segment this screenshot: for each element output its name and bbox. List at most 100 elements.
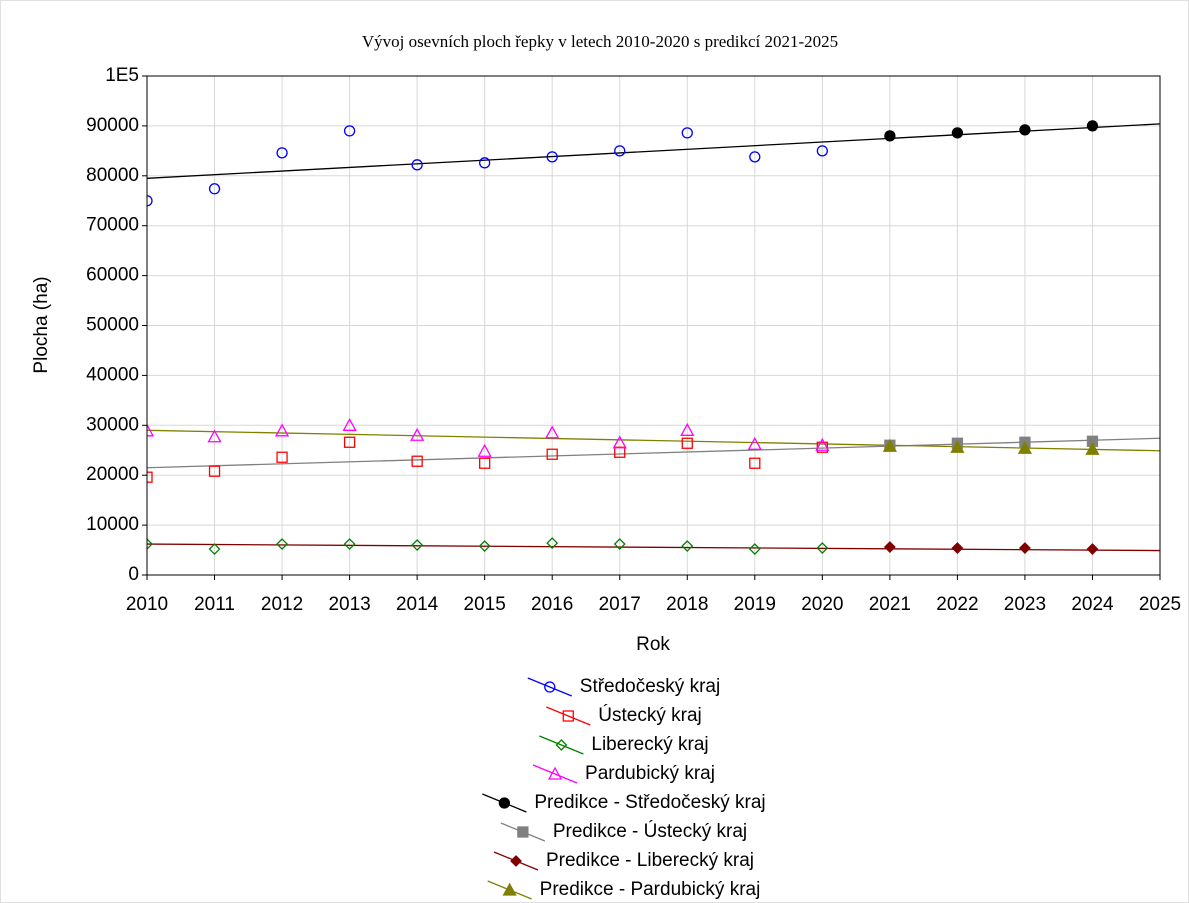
trend-line [147, 437, 1160, 469]
marker [680, 422, 695, 436]
x-tick-label: 2024 [1071, 594, 1114, 615]
x-tick-label: 2013 [328, 594, 370, 615]
legend-marker [517, 826, 529, 838]
legend-label: Pardubický kraj [585, 763, 715, 784]
legend-marker [562, 710, 574, 722]
marker [1019, 542, 1031, 554]
legend-marker [555, 739, 568, 751]
marker [343, 538, 356, 550]
marker [147, 195, 153, 207]
marker [207, 429, 222, 443]
marker [276, 147, 288, 159]
x-tick-label: 2023 [1004, 594, 1046, 615]
marker [479, 157, 491, 169]
plot-area [147, 120, 1160, 555]
marker [816, 145, 828, 157]
x-tick-label: 2012 [261, 594, 303, 615]
marker [546, 448, 558, 460]
marker [747, 436, 762, 450]
y-tick-label: 60000 [86, 265, 139, 286]
marker [342, 417, 357, 431]
marker [1086, 120, 1099, 132]
legend-entry: Predikce - Liberecký kraj [493, 850, 754, 871]
legend-label: Predikce - Středočeský kraj [534, 792, 765, 813]
x-tick-label: 2015 [464, 594, 506, 615]
marker [612, 435, 627, 449]
marker [147, 471, 153, 483]
marker [411, 455, 423, 467]
marker [950, 439, 965, 453]
marker [815, 437, 830, 451]
marker [208, 543, 221, 555]
x-tick-label: 2016 [531, 594, 573, 615]
marker [147, 423, 155, 437]
y-axis-label: Plocha (ha) [31, 276, 52, 373]
marker [951, 127, 964, 139]
marker [343, 436, 356, 448]
y-tick-label: 1E5 [105, 65, 139, 86]
marker [681, 540, 694, 552]
marker [681, 437, 693, 449]
x-tick-label: 2011 [194, 594, 235, 615]
marker [748, 543, 761, 555]
legend-entry: Ústecký kraj [546, 704, 702, 726]
trend-line [147, 429, 1160, 452]
marker [1017, 440, 1033, 454]
x-tick-label: 2019 [734, 594, 776, 615]
x-axis-label: Rok [636, 634, 670, 655]
marker [1085, 441, 1100, 455]
marker [410, 427, 425, 441]
legend-marker [547, 766, 563, 780]
trend-line [147, 543, 1160, 552]
trend-line [147, 123, 1160, 179]
x-tick-label: 2022 [936, 594, 978, 615]
marker [882, 438, 897, 452]
marker [477, 443, 492, 457]
legend-line [546, 706, 591, 726]
legend-entry: Liberecký kraj [539, 734, 709, 755]
marker [147, 538, 153, 550]
marker [274, 423, 290, 437]
x-tick-label: 2010 [126, 594, 168, 615]
y-tick-label: 30000 [86, 414, 139, 435]
legend-line [539, 735, 584, 755]
marker [479, 457, 491, 469]
chart-title: Vývoj osevních ploch řepky v letech 2010… [362, 32, 838, 51]
marker [951, 542, 964, 554]
y-tick-label: 10000 [86, 514, 139, 535]
marker [614, 145, 626, 157]
marker [478, 540, 491, 552]
legend-label: Liberecký kraj [591, 734, 708, 755]
legend-line [527, 677, 573, 697]
legend: Středočeský kraj Ústecký kraj Liberecký kr… [482, 676, 766, 900]
x-tick-label: 2017 [599, 594, 641, 615]
marker [276, 538, 288, 550]
legend-entry: Predikce - Ústecký kraj [500, 820, 747, 842]
legend-marker [498, 797, 511, 809]
legend-label: Predikce - Pardubický kraj [540, 879, 761, 900]
y-tick-label: 70000 [86, 215, 139, 236]
y-tick-label: 0 [128, 564, 139, 585]
marker [411, 159, 423, 171]
marker [343, 125, 356, 137]
x-tick-label: 2020 [801, 594, 843, 615]
legend-entry: Predikce - Pardubický kraj [487, 879, 761, 900]
y-tick-label: 40000 [86, 364, 139, 385]
legend-label: Ústecký kraj [598, 704, 701, 726]
marker [1019, 124, 1031, 136]
legend-marker [502, 882, 517, 896]
y-tick-label: 90000 [86, 115, 139, 136]
marker [545, 425, 560, 439]
x-tick-label: 2018 [666, 594, 708, 615]
y-tick-label: 50000 [86, 315, 139, 336]
marker [749, 457, 761, 469]
marker [884, 130, 896, 142]
legend-entry: Pardubický kraj [532, 763, 715, 784]
marker [883, 541, 896, 553]
marker [208, 183, 221, 195]
y-tick-label: 80000 [86, 165, 139, 186]
x-tick-label: 2021 [869, 594, 911, 615]
legend-marker [544, 681, 556, 693]
